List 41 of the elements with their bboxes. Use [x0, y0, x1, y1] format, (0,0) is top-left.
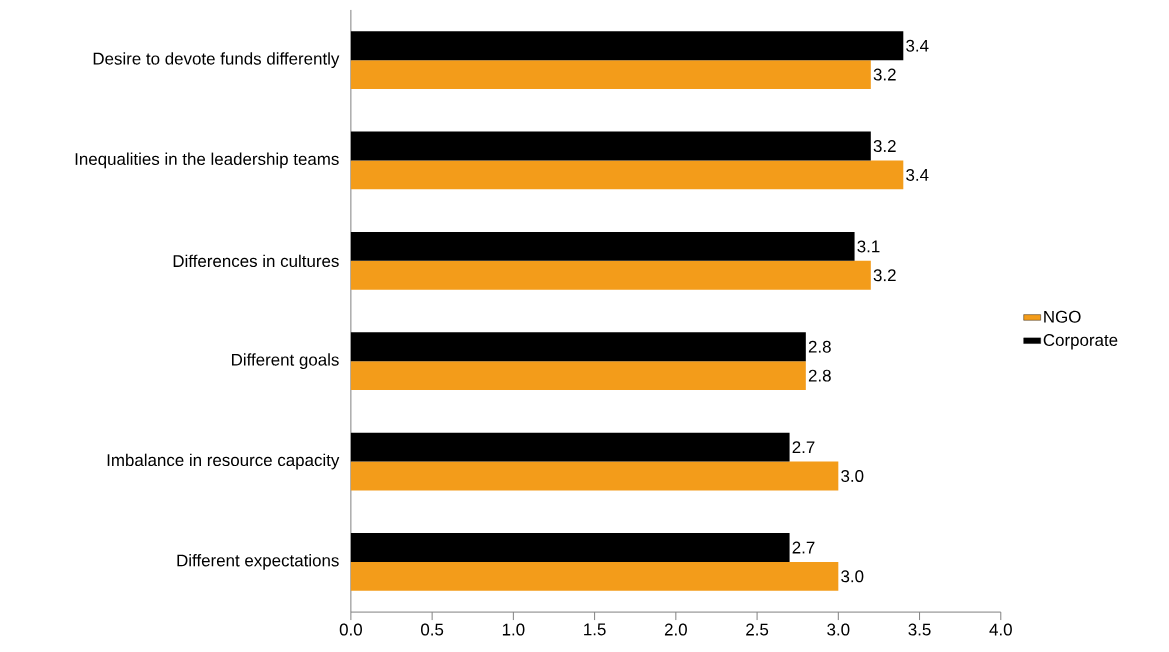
data-label: 3.2 — [873, 68, 896, 81]
data-label: 3.4 — [906, 168, 929, 181]
y-tick-label: Different expectations — [177, 554, 339, 570]
x-tick-label: 2.5 — [746, 623, 769, 636]
x-tick-label: 4.0 — [989, 623, 1012, 636]
bar — [350, 332, 806, 362]
data-label: 2.8 — [808, 340, 831, 353]
data-label: 3.1 — [857, 240, 880, 253]
data-label: 2.7 — [792, 541, 815, 554]
bar — [350, 260, 871, 290]
bar — [350, 160, 904, 190]
bar — [350, 31, 904, 61]
x-tick-label: 2.0 — [664, 623, 687, 636]
x-tick-label: 0.5 — [421, 623, 444, 636]
y-tick-label: Differences in cultures — [173, 254, 339, 268]
bar — [350, 361, 806, 391]
data-label: 3.0 — [841, 570, 864, 583]
data-label: 3.4 — [906, 39, 929, 52]
data-label: 3.2 — [873, 269, 896, 282]
bar — [350, 131, 871, 161]
x-tick-label: 3.0 — [827, 623, 850, 636]
y-tick-label: Desire to devote funds differently — [93, 52, 340, 69]
data-label: 2.7 — [792, 441, 815, 454]
x-tick-label: 3.5 — [908, 623, 931, 636]
bar — [350, 432, 790, 462]
data-label: 3.2 — [873, 140, 896, 153]
bar — [350, 60, 871, 90]
data-label: 3.0 — [841, 470, 864, 483]
data-label: 2.8 — [808, 369, 831, 382]
y-tick-label: Different goals — [232, 353, 339, 370]
legend-label: Corporate — [1043, 334, 1118, 350]
legend-label: NGO — [1044, 310, 1081, 323]
x-tick-label: 0.0 — [339, 623, 362, 636]
bar — [350, 561, 839, 591]
x-tick-label: 1.5 — [584, 623, 606, 636]
bar — [350, 232, 855, 261]
x-tick-label: 1.0 — [502, 623, 525, 636]
y-tick-label: Imbalance in resource capacity — [107, 453, 340, 470]
bar — [350, 533, 790, 562]
y-tick-label: Inequalities in the leadership teams — [75, 152, 339, 169]
bar — [350, 461, 839, 491]
